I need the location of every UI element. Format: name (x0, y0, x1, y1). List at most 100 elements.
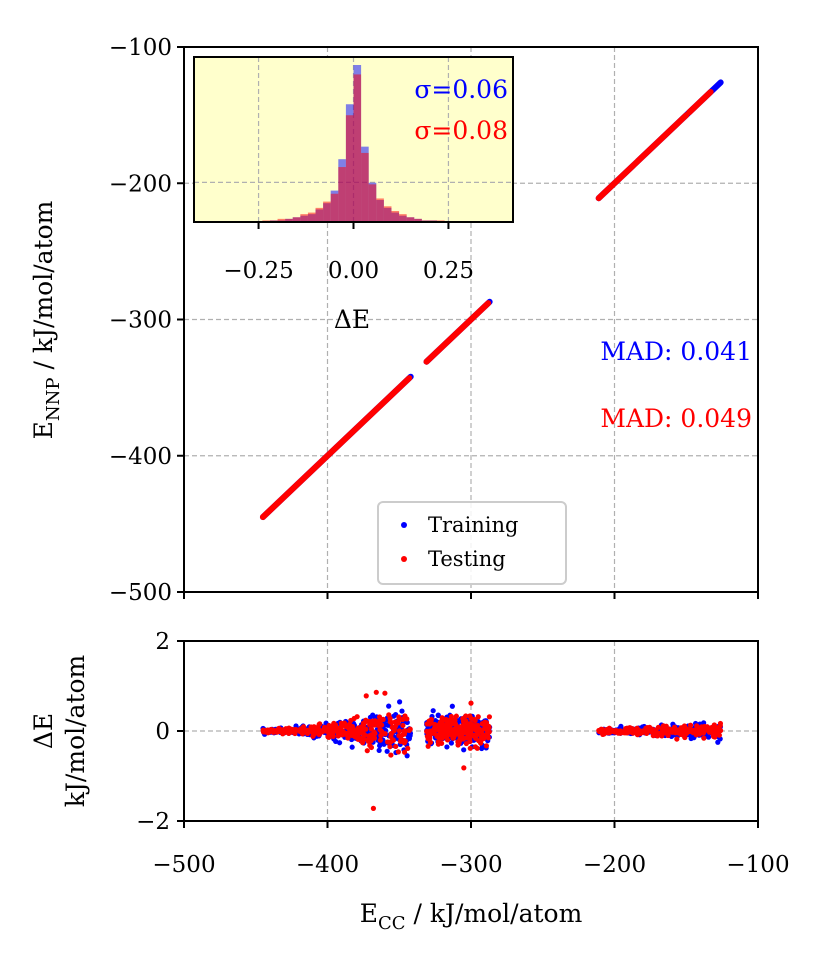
inset-bar-testing-23 (376, 198, 384, 222)
resid-point-testing (443, 717, 450, 723)
resid-point-testing (616, 728, 622, 734)
resid-point-testing (377, 737, 383, 743)
resid-point-testing (447, 731, 454, 737)
inset-histogram: −0.25 0.00 0.25 σ=0.06 σ=0.08 ΔE (193, 56, 514, 334)
residual-ticks: −2 0 2 −500 −400 −300 −200 −100 (136, 629, 789, 878)
resid-point-testing (349, 732, 355, 739)
main-series-testing-segment-0 (259, 375, 413, 521)
resid-point-testing (424, 728, 430, 735)
resid-point-testing (471, 724, 477, 730)
resid-point-testing (473, 732, 480, 738)
main-ticks: −500 −400 −300 −200 −100 (109, 35, 759, 606)
inset-sigma-testing: σ=0.08 (414, 116, 508, 145)
resid-point-testing (483, 743, 490, 749)
main-series-testing-segment-3 (686, 88, 714, 116)
resid-point-testing (674, 736, 680, 742)
resid-point-testing (322, 728, 329, 734)
resid-x-label-rest: / kJ/mol/atom (406, 899, 583, 928)
resid-point-testing (392, 719, 398, 725)
resid-point-training (448, 740, 454, 746)
resid-point-testing (438, 740, 445, 746)
main-y-label-sub: NNP (43, 377, 64, 421)
main-parity-plot: −500 −400 −300 −200 −100 MAD: 0.041 MAD: 0.0… (29, 35, 759, 606)
resid-point-testing (465, 734, 471, 740)
resid-point-testing (603, 727, 610, 733)
resid-point-testing (475, 727, 481, 733)
resid-point-testing (717, 720, 724, 727)
resid-point-training (461, 747, 467, 753)
resid-point-training (444, 744, 450, 750)
resid-point-testing (393, 743, 399, 750)
resid-point-testing (481, 726, 488, 732)
resid-point-testing (690, 730, 696, 736)
inset-bar-testing-27 (406, 217, 415, 222)
resid-point-training (397, 699, 403, 705)
resid-point-testing (433, 725, 440, 732)
resid-point-testing (280, 727, 286, 733)
resid-point-training (367, 714, 374, 720)
resid-outlier-0 (370, 805, 377, 812)
resid-point-training (479, 745, 485, 752)
resid-point-testing (448, 713, 454, 720)
resid-point-testing (694, 723, 700, 729)
resid-point-testing (401, 749, 408, 755)
resid-point-testing (463, 718, 469, 724)
main-series-testing-segment-2 (595, 112, 690, 202)
resid-point-training (336, 740, 343, 746)
resid-point-testing (478, 740, 484, 746)
resid-point-testing (395, 749, 401, 755)
resid-point-testing (298, 727, 304, 733)
resid-point-testing (452, 729, 458, 735)
inset-bar-testing-12 (292, 217, 301, 222)
main-ytick-label--400: −400 (109, 444, 172, 470)
resid-point-testing (443, 732, 449, 739)
resid-point-testing (425, 743, 431, 749)
resid-point-testing (440, 722, 446, 728)
resid-point-testing (475, 714, 481, 720)
resid-point-testing (396, 728, 402, 734)
resid-point-testing (274, 728, 280, 734)
resid-point-testing (701, 735, 707, 741)
resid-point-testing (326, 722, 332, 729)
main-annotation-mad-training: MAD: 0.041 (600, 337, 752, 366)
resid-point-testing (426, 718, 432, 724)
resid-point-testing (376, 714, 383, 720)
inset-bar-testing-19 (345, 115, 354, 222)
inset-bar-testing-22 (368, 184, 377, 222)
inset-bar-testing-20 (353, 74, 362, 222)
resid-xtick-label--500: −500 (152, 852, 215, 878)
resid-point-testing (472, 718, 478, 724)
resid-outlier-4 (461, 765, 467, 771)
resid-point-testing (311, 729, 317, 735)
resid-point-testing (387, 744, 393, 750)
resid-point-testing (716, 732, 722, 738)
main-ytick-label--100: −100 (109, 35, 172, 61)
resid-outlier-7 (715, 739, 721, 745)
resid-point-testing (366, 722, 373, 728)
resid-xtick-label--200: −200 (583, 852, 646, 878)
resid-ytick-label-2: 2 (155, 629, 170, 655)
resid-point-testing (348, 717, 354, 724)
resid-point-testing (442, 726, 449, 732)
resid-point-testing (438, 735, 445, 741)
resid-x-label-sub: CC (378, 913, 406, 934)
resid-point-testing (398, 736, 404, 742)
inset-bar-testing-10 (277, 218, 286, 222)
resid-point-testing (380, 716, 386, 722)
resid-xtick-label--100: −100 (726, 852, 789, 878)
resid-x-label-main: E (360, 899, 378, 928)
resid-outlier-5 (468, 700, 474, 706)
inset-bar-testing-18 (338, 167, 346, 222)
main-series-testing-segment-1 (423, 300, 492, 365)
resid-point-testing (716, 727, 722, 733)
inset-xtick-label--0.25: −0.25 (223, 258, 293, 284)
resid-point-testing (632, 728, 639, 734)
inset-bar-testing-21 (361, 152, 369, 222)
inset-bar-testing-28 (414, 218, 422, 222)
inset-bar-testing-24 (383, 206, 392, 222)
inset-bar-testing-25 (391, 211, 400, 222)
main-series (259, 79, 724, 521)
legend-marker-testing (401, 556, 407, 562)
resid-point-training (705, 734, 712, 740)
